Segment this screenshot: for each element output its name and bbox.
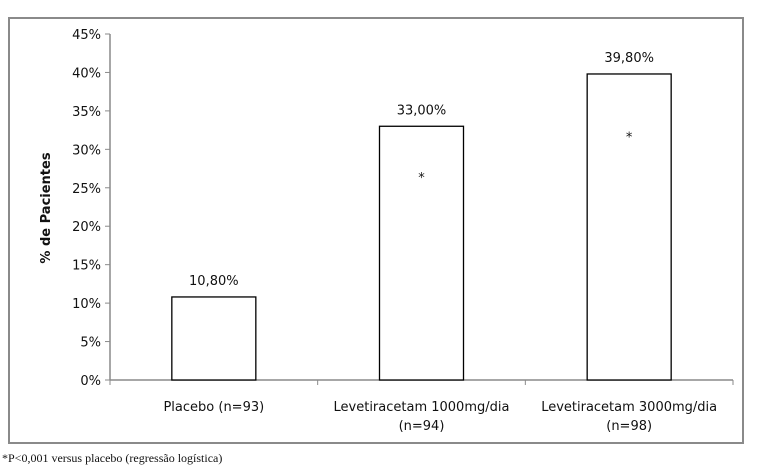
y-tick-labels: 0% 5% 10% 15% 20% 25% 30% 35% 40% 45% <box>72 28 101 389</box>
x-tick-label: Levetiracetam 3000mg/dia <box>541 400 717 415</box>
y-tick-label: 20% <box>72 220 101 235</box>
x-tick-labels: Placebo (n=93) Levetiracetam 1000mg/dia (n… <box>163 400 717 434</box>
x-tick-label: (n=98) <box>606 419 652 434</box>
y-tick-label: 30% <box>72 143 101 158</box>
y-axis-label: % de Pacientes <box>39 152 54 263</box>
y-tick-label: 40% <box>72 66 101 81</box>
y-tick-label: 25% <box>72 182 101 197</box>
bar <box>586 73 672 381</box>
x-tick-label: (n=94) <box>399 419 445 434</box>
y-tick-label: 15% <box>72 259 101 274</box>
bar <box>171 296 257 381</box>
y-tick-label: 35% <box>72 105 101 120</box>
y-tick-label: 0% <box>80 374 101 389</box>
data-labels: 10,80% 33,00% * 39,80% * <box>189 51 654 289</box>
significance-mark: * <box>418 171 425 186</box>
x-tick-label: Levetiracetam 1000mg/dia <box>334 400 510 415</box>
y-tick-label: 10% <box>72 297 101 312</box>
bars <box>171 73 672 381</box>
x-tick-label: Placebo (n=93) <box>163 400 264 415</box>
data-label: 39,80% <box>604 51 654 66</box>
data-label: 10,80% <box>189 274 239 289</box>
y-tick-label: 45% <box>72 28 101 43</box>
footnote: *P<0,001 versus placebo (regressão logís… <box>2 451 223 465</box>
significance-mark: * <box>626 130 633 145</box>
data-label: 33,00% <box>397 103 447 118</box>
y-tick-label: 5% <box>80 336 101 351</box>
bar <box>378 125 465 381</box>
